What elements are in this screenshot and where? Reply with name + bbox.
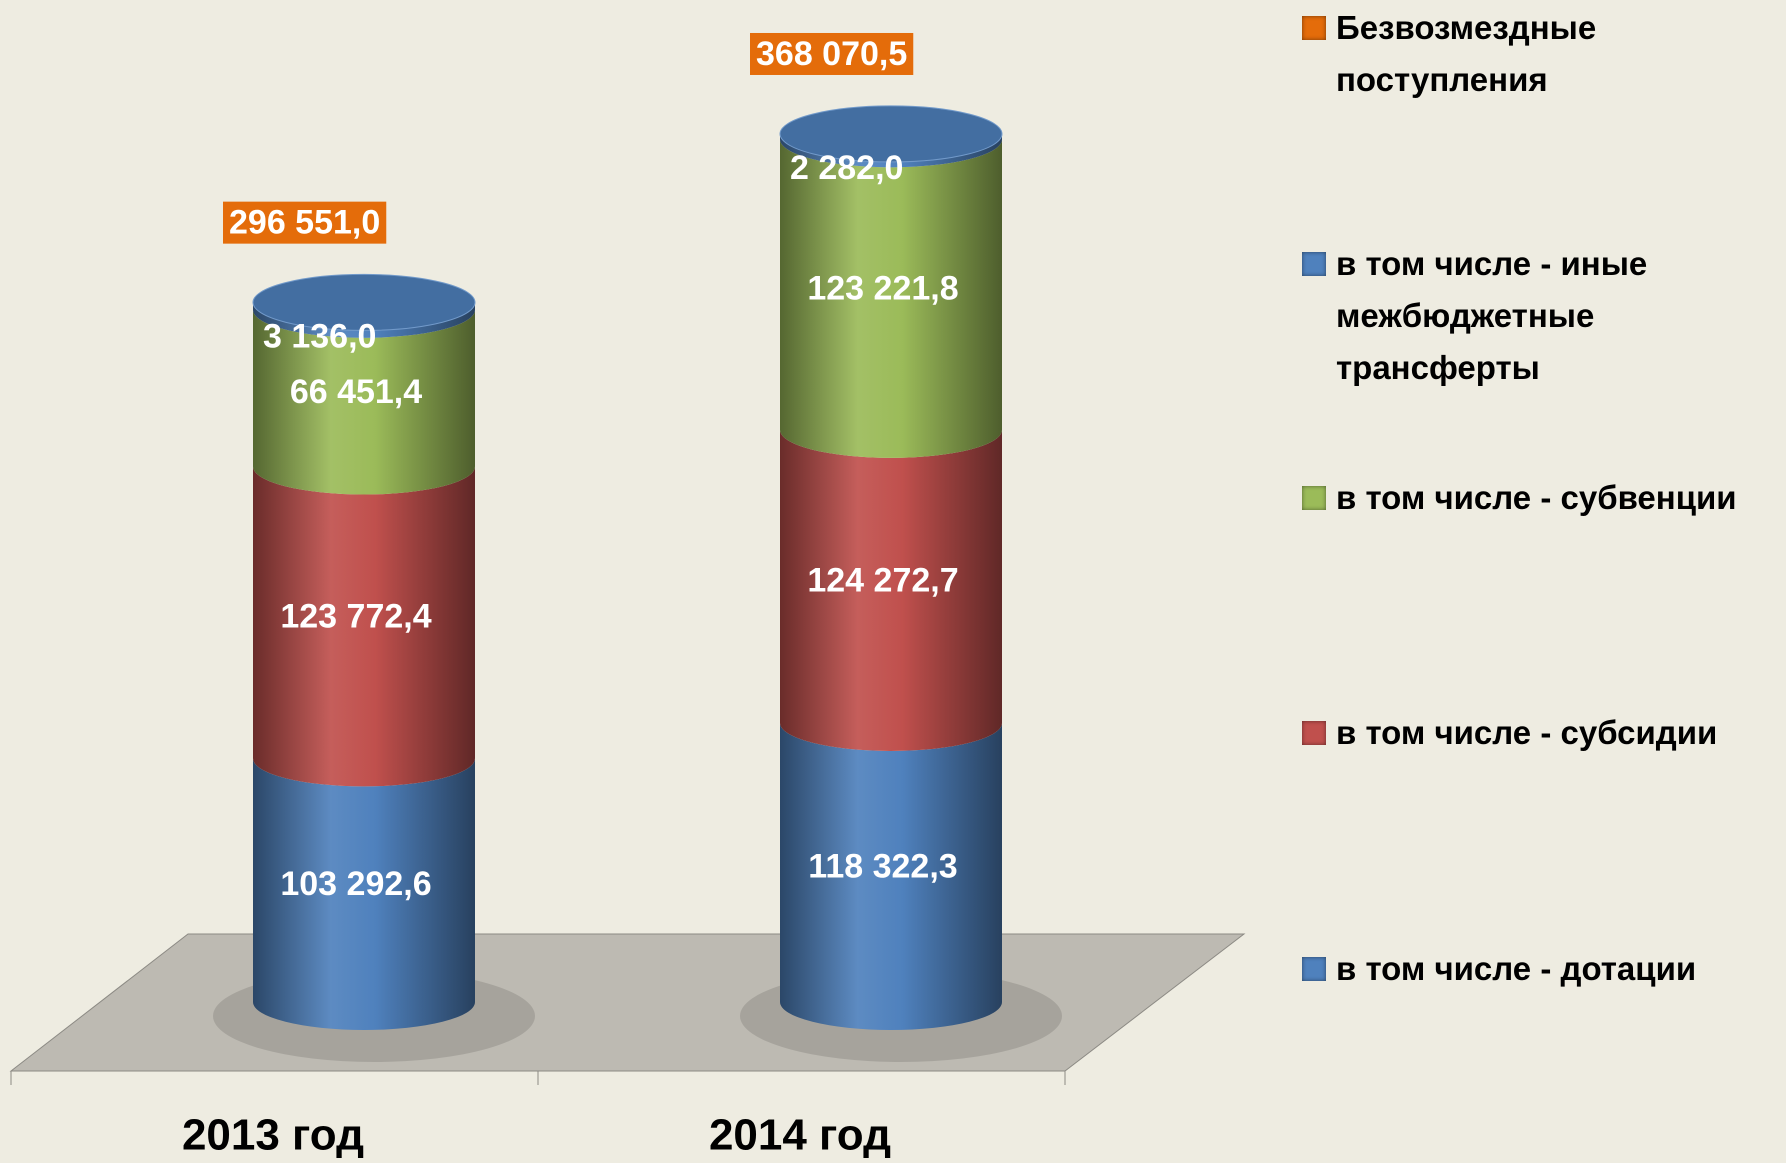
legend-item: в том числе - иные межбюджетные трансфер… bbox=[1302, 238, 1772, 394]
legend-swatch bbox=[1302, 957, 1326, 981]
legend-label: Безвозмездные поступления bbox=[1336, 9, 1597, 98]
legend-swatch bbox=[1302, 16, 1326, 40]
legend-swatch bbox=[1302, 721, 1326, 745]
legend-item: в том числе - дотации bbox=[1302, 943, 1772, 995]
legend-label: в том числе - субсидии bbox=[1336, 714, 1718, 751]
cylinder-top bbox=[252, 273, 476, 331]
cylinder-segment bbox=[780, 139, 1002, 458]
cylinder-segment bbox=[253, 302, 475, 338]
total-box bbox=[750, 32, 914, 75]
total-label: 296 551,0 bbox=[229, 204, 380, 242]
legend-label: в том числе - иные межбюджетные трансфер… bbox=[1336, 245, 1648, 386]
cylinder-segment bbox=[253, 466, 475, 787]
data-label: 123 221,8 bbox=[807, 270, 958, 308]
legend-swatch bbox=[1302, 486, 1326, 510]
legend-item: в том числе - субвенции bbox=[1302, 472, 1772, 524]
data-label: 66 451,4 bbox=[290, 373, 422, 411]
cylinder-segment bbox=[253, 309, 475, 495]
data-label: 118 322,3 bbox=[808, 847, 957, 885]
x-tick-label: 2013 год bbox=[182, 1111, 364, 1160]
cylinder-segment bbox=[780, 722, 1002, 1030]
x-tick-label: 2014 год bbox=[709, 1111, 891, 1160]
legend-label: в том числе - субвенции bbox=[1336, 479, 1737, 516]
data-label: 103 292,6 bbox=[280, 865, 431, 903]
total-label: 368 070,5 bbox=[756, 35, 907, 73]
floor bbox=[9, 933, 1246, 1072]
legend-label: в том числе - дотации bbox=[1336, 950, 1697, 987]
cylinder-top bbox=[779, 105, 1003, 163]
cylinder-segment bbox=[253, 758, 475, 1030]
data-label: 124 272,7 bbox=[807, 561, 958, 599]
total-box bbox=[223, 201, 387, 244]
cylinder-segment bbox=[780, 133, 1002, 168]
legend-swatch bbox=[1302, 252, 1326, 276]
legend-item: в том числе - субсидии bbox=[1302, 707, 1772, 759]
data-label: 123 772,4 bbox=[280, 597, 431, 635]
data-label: 2 282,0 bbox=[790, 149, 903, 187]
legend-item: Безвозмездные поступления bbox=[1302, 2, 1772, 106]
data-label: 3 136,0 bbox=[263, 317, 376, 355]
cylinder-segment bbox=[780, 429, 1002, 751]
